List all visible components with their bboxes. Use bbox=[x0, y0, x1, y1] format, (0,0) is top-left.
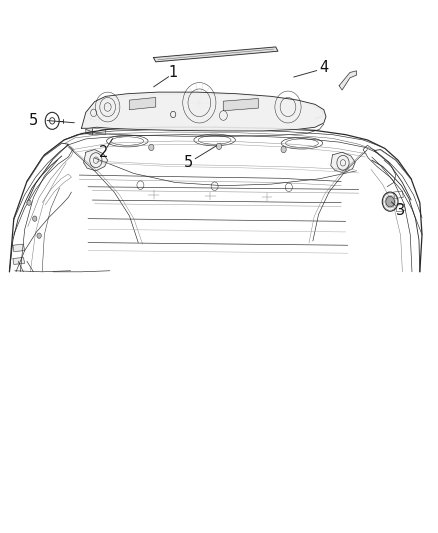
Text: 1: 1 bbox=[169, 65, 178, 80]
Circle shape bbox=[37, 233, 41, 238]
Text: 5: 5 bbox=[184, 155, 193, 171]
Polygon shape bbox=[331, 152, 355, 173]
Polygon shape bbox=[223, 99, 258, 111]
Polygon shape bbox=[84, 150, 108, 171]
Polygon shape bbox=[81, 92, 326, 131]
Circle shape bbox=[281, 147, 286, 153]
Circle shape bbox=[27, 200, 31, 205]
Polygon shape bbox=[13, 257, 25, 264]
Text: 3: 3 bbox=[396, 203, 405, 218]
Circle shape bbox=[386, 196, 395, 207]
Text: 2: 2 bbox=[99, 144, 108, 160]
Polygon shape bbox=[86, 128, 92, 135]
Text: 4: 4 bbox=[319, 60, 328, 75]
Circle shape bbox=[216, 143, 222, 150]
Polygon shape bbox=[130, 98, 155, 110]
Polygon shape bbox=[339, 71, 357, 90]
Polygon shape bbox=[153, 47, 278, 62]
Polygon shape bbox=[13, 244, 25, 252]
Circle shape bbox=[32, 216, 37, 221]
Circle shape bbox=[149, 144, 154, 151]
Text: 5: 5 bbox=[29, 113, 38, 128]
